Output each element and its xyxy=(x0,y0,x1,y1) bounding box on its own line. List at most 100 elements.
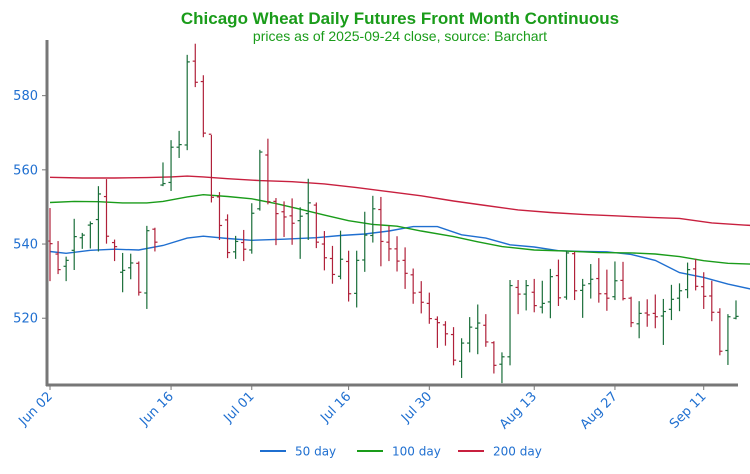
ohlc-bar xyxy=(176,130,182,158)
x-tick-label: Jul 30 xyxy=(398,389,435,426)
legend-item: 100 day xyxy=(357,445,441,459)
series-line-50-day xyxy=(49,225,750,290)
ohlc-bar xyxy=(588,264,594,299)
ohlc-bar xyxy=(216,192,223,240)
ohlc-bar xyxy=(434,316,440,348)
y-tick-label: 520 xyxy=(13,312,38,327)
ohlc-bar xyxy=(265,138,271,205)
ohlc-bar xyxy=(313,202,319,249)
ohlc-bar xyxy=(636,301,642,339)
ohlc-bar xyxy=(628,296,634,328)
ohlc-bar xyxy=(467,317,473,353)
ohlc-bar xyxy=(547,268,553,319)
ohlc-bar xyxy=(257,149,263,211)
x-tick-label: Aug 27 xyxy=(578,389,621,432)
ohlc-bar xyxy=(144,225,150,309)
ohlc-bar xyxy=(555,259,562,306)
ohlc-bar xyxy=(168,140,174,191)
ohlc-bars xyxy=(47,43,739,384)
ohlc-bar xyxy=(160,162,166,187)
ohlc-bar xyxy=(450,327,457,366)
ohlc-bar xyxy=(563,251,570,300)
ohlc-bar xyxy=(128,253,134,280)
ohlc-bar xyxy=(289,198,295,245)
ohlc-bar xyxy=(531,278,537,313)
ohlc-bar xyxy=(71,218,77,270)
ohlc-bar xyxy=(386,225,392,262)
ohlc-bar xyxy=(297,207,303,259)
ohlc-bar xyxy=(79,232,85,249)
ohlc-bar xyxy=(103,179,110,244)
y-tick-label: 560 xyxy=(13,163,38,178)
series-line-200-day xyxy=(49,175,750,227)
ohlc-bar xyxy=(362,211,368,272)
ohlc-bar xyxy=(676,283,683,312)
ohlc-bar xyxy=(87,221,93,249)
ohlc-bar xyxy=(152,227,158,252)
ohlc-bar xyxy=(459,338,465,378)
ohlc-bar xyxy=(63,256,69,282)
x-tick-label: Jul 01 xyxy=(221,389,258,426)
ohlc-bar xyxy=(321,231,327,271)
y-tick-label: 540 xyxy=(13,238,38,253)
ohlc-bar xyxy=(709,280,715,322)
ohlc-bar xyxy=(442,321,449,346)
legend-item: 200 day xyxy=(458,445,542,459)
ohlc-bar xyxy=(523,280,529,311)
y-tick-label: 580 xyxy=(13,89,38,104)
ohlc-bar xyxy=(55,241,61,275)
ohlc-bar xyxy=(305,178,311,240)
ohlc-bar xyxy=(571,251,578,301)
moving-averages xyxy=(49,175,750,290)
ohlc-bar xyxy=(208,133,215,203)
ohlc-bar xyxy=(693,258,699,291)
ohlc-bar xyxy=(281,201,287,237)
ohlc-bar xyxy=(701,272,707,309)
ohlc-bar xyxy=(507,280,513,366)
ohlc-bar xyxy=(410,268,416,304)
x-tick-label: Aug 13 xyxy=(497,389,540,432)
ohlc-bar xyxy=(499,352,505,384)
ohlc-bar xyxy=(515,280,521,315)
ohlc-bar xyxy=(192,43,198,88)
legend-label: 200 day xyxy=(493,445,542,459)
ohlc-bar xyxy=(684,262,691,299)
ohlc-bar xyxy=(580,278,586,318)
ohlc-bar xyxy=(249,203,255,254)
legend-item: 50 day xyxy=(260,445,336,459)
x-tick-label: Jul 16 xyxy=(317,389,354,426)
x-tick-label: Sep 11 xyxy=(667,389,710,432)
ohlc-bar xyxy=(668,284,675,321)
ohlc-bar xyxy=(200,75,206,138)
ohlc-bar xyxy=(620,261,626,301)
ohlc-bar xyxy=(612,261,618,301)
ohlc-bar xyxy=(539,280,545,314)
axes: 520 540 560 580 Jun 02 Jun 16 Jul 01 Jul 16 Jul … xyxy=(13,40,738,432)
legend: 50 day 100 day 200 day xyxy=(260,445,542,459)
ohlc-bar xyxy=(354,250,360,308)
ohlc-bar xyxy=(604,269,610,311)
ohlc-bar xyxy=(483,314,489,347)
chart-subtitle: prices as of 2025-09-24 close, source: B… xyxy=(253,28,547,44)
ohlc-bar xyxy=(491,341,497,374)
ohlc-bar xyxy=(233,235,239,259)
ohlc-bar xyxy=(120,252,126,293)
ohlc-bar xyxy=(337,230,344,280)
ohlc-bar xyxy=(95,186,102,252)
ohlc-bar xyxy=(717,308,723,356)
series-line-100-day xyxy=(49,193,750,265)
x-tick-label: Jun 02 xyxy=(16,389,56,429)
legend-label: 100 day xyxy=(392,445,441,459)
ohlc-bar xyxy=(378,196,384,267)
ohlc-bar xyxy=(475,304,481,355)
ohlc-bar xyxy=(370,195,376,243)
ohlc-bar xyxy=(224,214,231,259)
ohlc-bar xyxy=(733,300,739,320)
chart-title: Chicago Wheat Daily Futures Front Month … xyxy=(181,9,619,28)
ohlc-bar xyxy=(329,245,336,284)
ohlc-bar xyxy=(346,250,352,302)
ohlc-bar xyxy=(136,261,142,296)
ohlc-bar xyxy=(596,258,602,303)
ohlc-bar xyxy=(273,198,279,246)
